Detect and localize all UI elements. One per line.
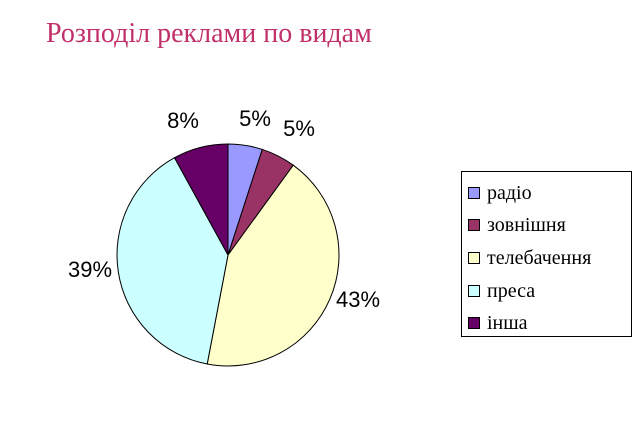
data-label-radio: 5% — [239, 106, 271, 131]
legend: радіо зовнішня телебачення преса інша — [461, 171, 632, 337]
legend-label-radio: радіо — [487, 181, 532, 204]
pie-slice-other — [173, 143, 229, 256]
legend-label-press: преса — [487, 279, 536, 302]
data-label-other: 8% — [167, 108, 199, 133]
legend-item-press: преса — [468, 279, 535, 303]
data-label-television: 43% — [336, 287, 380, 312]
pie-slice-television — [206, 164, 340, 367]
legend-label-other: інша — [487, 311, 528, 334]
legend-item-television: телебачення — [468, 246, 591, 270]
legend-item-outdoor: зовнішня — [468, 213, 566, 237]
legend-label-outdoor: зовнішня — [487, 213, 566, 236]
pie-slice-press — [116, 157, 229, 365]
legend-label-television: телебачення — [487, 246, 592, 269]
legend-swatch-other — [468, 317, 480, 329]
legend-item-other: інша — [468, 311, 528, 335]
data-label-press: 39% — [68, 257, 112, 282]
chart-title: Розподіл реклами по видам — [46, 18, 372, 49]
data-label-outdoor: 5% — [283, 116, 315, 141]
legend-swatch-television — [468, 252, 480, 264]
legend-swatch-press — [468, 285, 480, 297]
legend-swatch-radio — [468, 187, 480, 199]
legend-item-radio: радіо — [468, 181, 532, 205]
legend-swatch-outdoor — [468, 219, 480, 231]
